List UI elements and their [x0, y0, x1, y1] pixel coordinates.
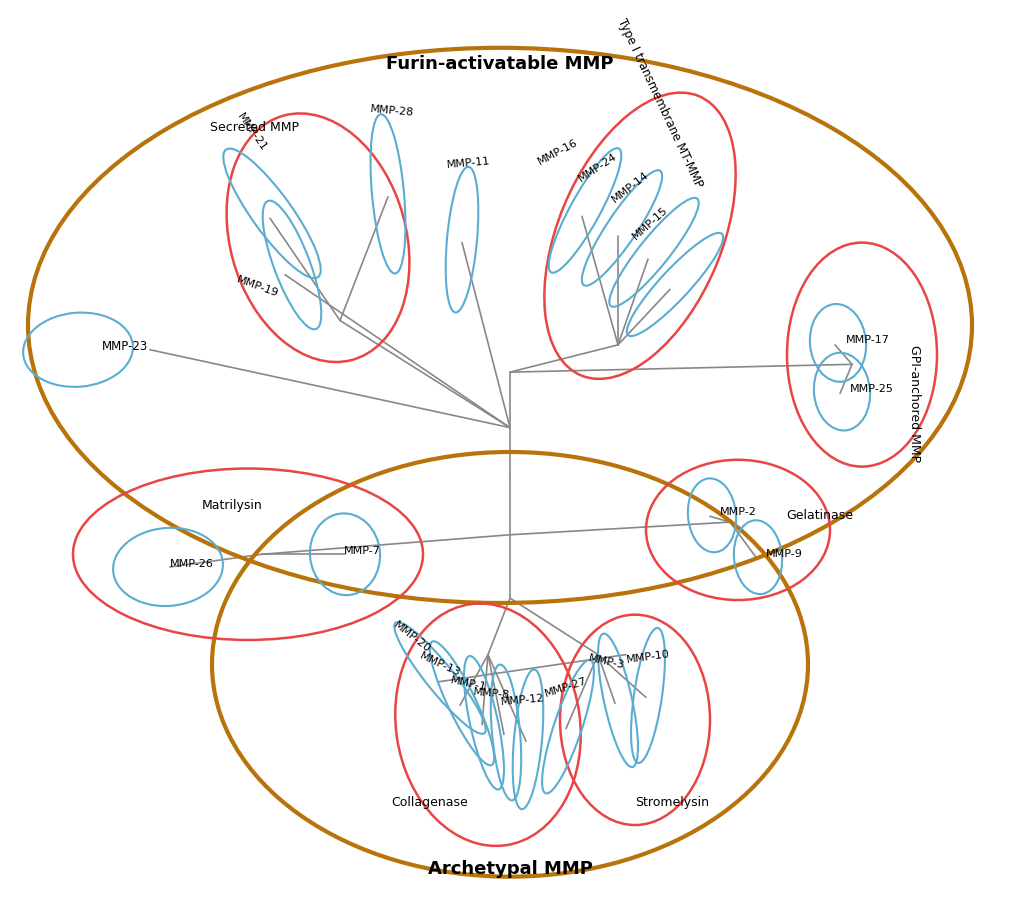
Text: Gelatinase: Gelatinase — [786, 509, 853, 522]
Text: Collagenase: Collagenase — [391, 796, 468, 809]
Text: MMP-13: MMP-13 — [418, 651, 462, 678]
Text: MMP-7: MMP-7 — [343, 546, 380, 556]
Text: MMP-8: MMP-8 — [473, 687, 511, 700]
Text: MMP-14: MMP-14 — [609, 169, 650, 205]
Text: MMP-15: MMP-15 — [630, 205, 668, 241]
Text: MMP-3: MMP-3 — [586, 652, 625, 670]
Text: Furin-activatable MMP: Furin-activatable MMP — [386, 55, 613, 73]
Text: MMP-21: MMP-21 — [235, 112, 268, 153]
Text: GPI-anchored MMP: GPI-anchored MMP — [908, 345, 920, 462]
Text: Matrilysin: Matrilysin — [202, 499, 262, 512]
Text: MMP-9: MMP-9 — [765, 550, 802, 560]
Text: MMP-23: MMP-23 — [102, 341, 148, 353]
Text: Stromelysin: Stromelysin — [635, 796, 708, 809]
Text: MMP-20: MMP-20 — [391, 620, 432, 654]
Text: Type I transmembrane MT-MMP: Type I transmembrane MT-MMP — [614, 17, 704, 190]
Text: MMP-19: MMP-19 — [235, 274, 280, 298]
Text: MMP-25: MMP-25 — [849, 384, 893, 394]
Text: MMP-27: MMP-27 — [543, 676, 588, 699]
Text: MMP-28: MMP-28 — [369, 105, 414, 118]
Text: MMP-11: MMP-11 — [445, 156, 490, 169]
Text: MMP-2: MMP-2 — [718, 507, 756, 517]
Text: MMP-17: MMP-17 — [845, 335, 889, 345]
Text: MMP-12: MMP-12 — [499, 694, 544, 707]
Text: Archetypal MMP: Archetypal MMP — [427, 860, 592, 878]
Text: MMP-24: MMP-24 — [577, 151, 619, 184]
Text: Secreted MMP: Secreted MMP — [210, 121, 300, 134]
Text: MMP-10: MMP-10 — [625, 649, 669, 665]
Text: MMP-16: MMP-16 — [536, 137, 579, 167]
Text: MMP-26: MMP-26 — [170, 559, 214, 569]
Text: MMP-1: MMP-1 — [448, 675, 486, 693]
